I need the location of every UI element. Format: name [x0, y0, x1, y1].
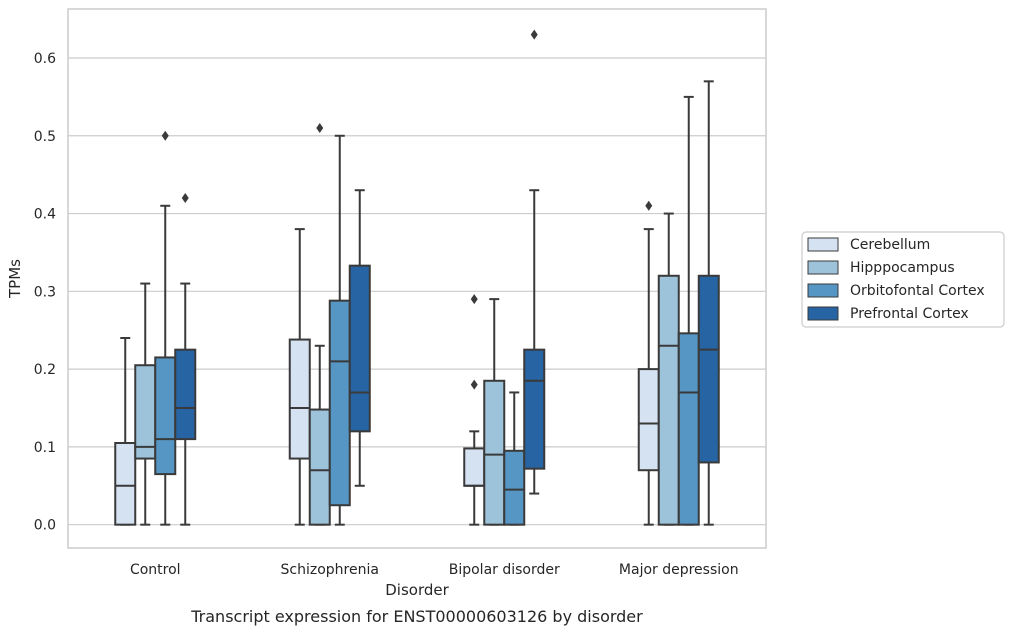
x-tick-label: Schizophrenia: [281, 562, 379, 578]
box-iqr: [657, 274, 680, 526]
box-cerebellum: [637, 200, 660, 526]
box-prefrontal-cortex: [348, 189, 371, 487]
box-orbitofontal-cortex: [154, 130, 177, 526]
outlier-point: [316, 123, 324, 133]
box-prefrontal-cortex: [174, 193, 197, 526]
legend-swatch: [807, 283, 839, 298]
box-iqr: [523, 348, 546, 470]
box-iqr: [503, 449, 526, 526]
legend-item: Hipppocampus: [807, 260, 955, 276]
legend-swatch: [807, 237, 839, 252]
outlier-point: [181, 193, 189, 203]
outlier-point: [645, 200, 653, 211]
box-iqr: [483, 379, 506, 526]
box-cerebellum: [463, 294, 486, 526]
box-iqr: [697, 274, 720, 464]
legend-swatch: [807, 306, 839, 321]
legend-label: Cerebellum: [850, 237, 930, 253]
x-axis-label: Disorder: [385, 581, 449, 599]
box-prefrontal-cortex: [697, 80, 720, 526]
outlier-point: [530, 29, 538, 40]
legend-frame: [801, 231, 1005, 328]
box-cerebellum: [288, 228, 311, 526]
x-tick-labels: Control Schizophrenia Bipolar disorder Majo…: [130, 562, 739, 578]
box-iqr: [134, 364, 157, 460]
box-orbitofontal-cortex: [503, 391, 526, 526]
box-orbitofontal-cortex: [328, 134, 351, 526]
box-iqr: [114, 442, 137, 526]
y-tick-label: 0.6: [34, 51, 56, 67]
box-iqr: [677, 332, 700, 526]
y-tick-labels: 0.0 0.1 0.2 0.3 0.4 0.5 0.6: [34, 51, 56, 534]
y-tick-label: 0.1: [34, 440, 56, 456]
y-axis-label: TPMs: [6, 259, 24, 299]
legend-item: Cerebellum: [807, 237, 930, 253]
box-iqr: [328, 299, 351, 507]
box-iqr: [174, 348, 197, 441]
y-tick-label: 0.5: [34, 129, 56, 145]
legend: Cerebellum Hipppocampus Orbitofontal Corte…: [801, 231, 1005, 328]
x-tick-label: Bipolar disorder: [449, 562, 560, 578]
legend-item: Prefrontal Cortex: [807, 306, 969, 322]
legend-label: Prefrontal Cortex: [850, 306, 969, 322]
box-groups: [114, 29, 720, 526]
y-tick-label: 0.3: [34, 284, 56, 300]
y-tick-label: 0.4: [34, 207, 56, 223]
y-tick-label: 0.2: [34, 362, 56, 378]
plot-frame: [67, 8, 767, 549]
legend-label: Hipppocampus: [850, 260, 955, 276]
box-iqr: [288, 338, 311, 460]
y-tick-label: 0.0: [34, 518, 56, 534]
box-prefrontal-cortex: [523, 29, 546, 495]
box-cerebellum: [114, 337, 137, 526]
outlier-point: [470, 379, 478, 390]
outlier-point: [470, 294, 478, 305]
box-iqr: [463, 447, 486, 487]
box-iqr: [308, 408, 331, 526]
box-iqr: [154, 356, 177, 476]
x-tick-label: Control: [130, 562, 181, 578]
outlier-point: [161, 130, 169, 141]
legend-swatch: [807, 260, 839, 275]
x-tick-label: Major depression: [619, 562, 739, 578]
legend-label: Orbitofontal Cortex: [850, 283, 985, 299]
box-iqr: [637, 368, 660, 472]
box-iqr: [348, 264, 371, 433]
figure-caption: Transcript expression for ENST0000060312…: [190, 607, 643, 626]
legend-item: Orbitofontal Cortex: [807, 283, 985, 299]
